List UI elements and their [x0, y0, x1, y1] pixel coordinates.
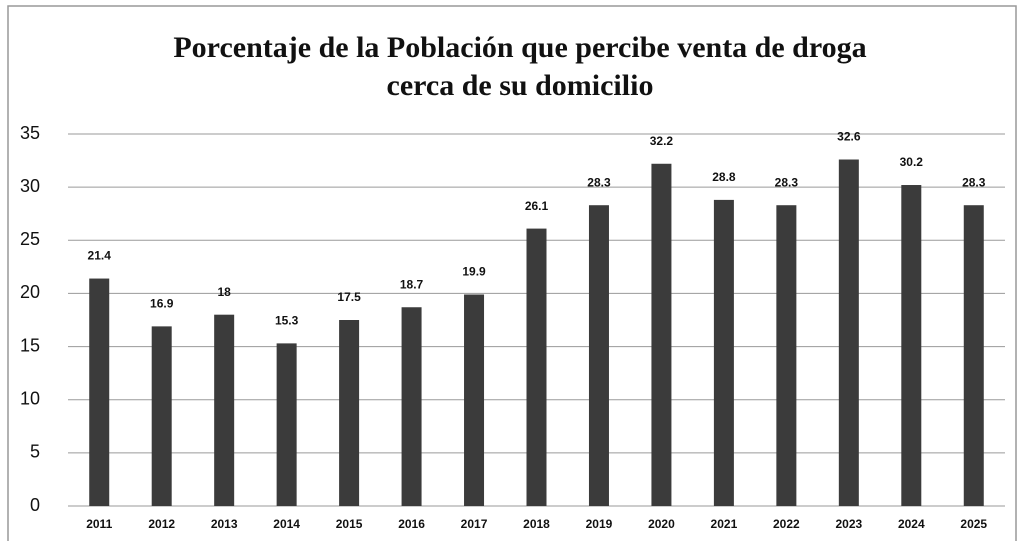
x-tick-label: 2022: [773, 517, 800, 531]
x-tick-label: 2013: [211, 517, 238, 531]
value-label: 18.7: [400, 277, 424, 291]
x-tick-label: 2017: [461, 517, 488, 531]
bar: [151, 326, 172, 506]
bar: [713, 199, 734, 506]
x-tick-label: 2011: [86, 517, 112, 531]
y-tick-label: 35: [20, 123, 40, 143]
x-tick-label: 2018: [523, 517, 550, 531]
x-tick-label: 2020: [648, 517, 675, 531]
x-tick-label: 2021: [711, 517, 738, 531]
value-label: 28.8: [712, 170, 736, 184]
value-label: 16.9: [150, 297, 174, 311]
value-label: 17.5: [337, 290, 361, 304]
bar: [339, 320, 360, 506]
bar: [776, 205, 797, 506]
value-label: 19.9: [462, 265, 486, 279]
x-tick-label: 2016: [398, 517, 425, 531]
bar: [963, 205, 984, 506]
x-tick-label: 2019: [586, 517, 613, 531]
bar: [588, 205, 609, 506]
y-tick-label: 30: [20, 176, 40, 196]
value-label: 28.3: [775, 175, 799, 189]
value-label: 18: [217, 285, 231, 299]
bar: [89, 278, 110, 506]
x-tick-label: 2012: [148, 517, 175, 531]
value-label: 15.3: [275, 314, 299, 328]
bar: [276, 343, 297, 506]
value-label: 30.2: [900, 155, 924, 169]
value-label: 32.2: [650, 134, 674, 148]
x-tick-label: 2014: [273, 517, 300, 531]
y-tick-label: 15: [20, 335, 40, 355]
chart-title: cerca de su domicilio: [387, 69, 654, 102]
value-label: 32.6: [837, 130, 861, 144]
x-tick-label: 2024: [898, 517, 925, 531]
value-label: 28.3: [962, 175, 986, 189]
y-tick-label: 20: [20, 282, 40, 302]
y-tick-label: 10: [20, 388, 40, 408]
value-label: 21.4: [88, 249, 112, 263]
bar: [526, 228, 547, 506]
x-tick-label: 2025: [960, 517, 987, 531]
value-label: 26.1: [525, 199, 549, 213]
value-label: 28.3: [587, 175, 611, 189]
bar: [214, 314, 235, 506]
bar: [464, 294, 485, 506]
bar: [901, 185, 922, 506]
y-tick-label: 25: [20, 229, 40, 249]
x-tick-label: 2015: [336, 517, 363, 531]
chart-frame: [7, 5, 1017, 541]
chart-title: Porcentaje de la Población que percibe v…: [173, 31, 866, 64]
y-tick-label: 5: [30, 442, 40, 462]
bar: [401, 307, 422, 506]
bar: [651, 163, 672, 506]
x-tick-label: 2023: [835, 517, 862, 531]
bar: [838, 159, 859, 506]
y-tick-label: 0: [30, 495, 40, 515]
